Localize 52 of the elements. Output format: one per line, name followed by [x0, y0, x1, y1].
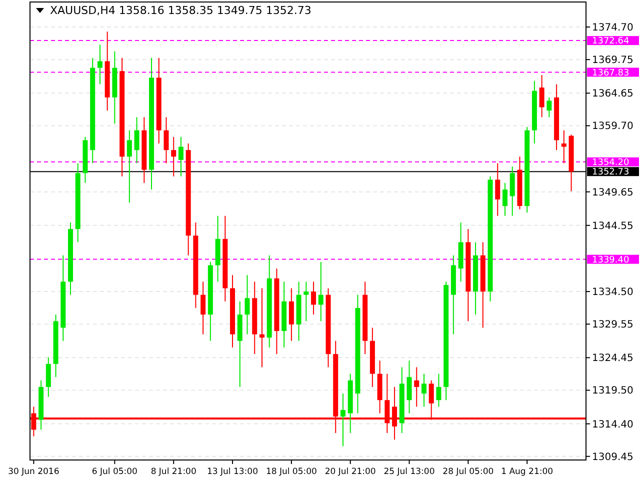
x-tick-label: 25 Jul 13:00 [384, 467, 435, 477]
candlestick [46, 356, 51, 398]
y-tick-label: 1329.55 [592, 320, 634, 331]
candlestick [288, 288, 294, 342]
x-tick-label: 1 Aug 21:00 [501, 467, 554, 477]
ref-line-label: 1352.73 [592, 168, 630, 178]
ref-line-label: 1354.20 [592, 158, 630, 168]
candlestick [421, 373, 426, 408]
x-tick-label: 30 Jun 2016 [8, 467, 60, 477]
candlestick [561, 130, 566, 164]
candlestick [311, 281, 316, 316]
candlestick [436, 373, 442, 408]
ref-line-label: 1372.64 [592, 36, 630, 47]
x-tick-label: 8 Jul 21:00 [150, 467, 196, 477]
y-tick-label: 1364.65 [592, 88, 634, 100]
candlestick [318, 261, 324, 322]
candlestick [178, 136, 184, 177]
candlestick [134, 116, 140, 164]
candlestick [164, 116, 169, 164]
candlestick [259, 288, 264, 368]
y-tick-label: 1374.70 [592, 22, 634, 34]
candlestick [200, 281, 206, 335]
candlestick [539, 74, 544, 118]
y-tick-label: 1309.45 [592, 452, 634, 463]
ref-line-label: 1367.83 [592, 68, 630, 78]
candlestick [495, 162, 500, 216]
x-tick-label: 13 Jul 13:00 [207, 467, 258, 477]
y-tick-label: 1334.50 [592, 287, 634, 298]
candlestick [502, 182, 508, 216]
y-tick-label: 1369.75 [592, 55, 634, 66]
candlestick [414, 366, 420, 408]
y-tick-label: 1359.70 [592, 121, 634, 132]
candlestick [510, 166, 515, 216]
x-tick-label: 28 Jul 05:00 [442, 467, 494, 477]
y-tick-label: 1314.40 [592, 419, 634, 430]
candlestick [171, 136, 176, 177]
candlestick [97, 44, 102, 85]
candlestick [340, 393, 346, 447]
y-tick-label: 1349.65 [592, 187, 634, 198]
candlestick [126, 130, 132, 204]
x-tick-label: 18 Jul 05:00 [266, 467, 317, 477]
candlestick [244, 274, 250, 335]
x-tick-label: 20 Jul 21:00 [324, 467, 376, 477]
candlestick [546, 96, 552, 118]
y-tick-label: 1319.50 [592, 386, 634, 397]
candlestick [304, 281, 309, 322]
y-tick-label: 1324.45 [592, 353, 634, 364]
y-tick-label: 1344.55 [592, 220, 634, 232]
candlestick [406, 360, 412, 414]
ref-line-label: 1339.40 [592, 255, 630, 266]
chart-title: XAUUSD,H4 1358.16 1358.35 1349.75 1352.73 [50, 4, 312, 17]
x-tick-label: 6 Jul 05:00 [92, 467, 138, 477]
